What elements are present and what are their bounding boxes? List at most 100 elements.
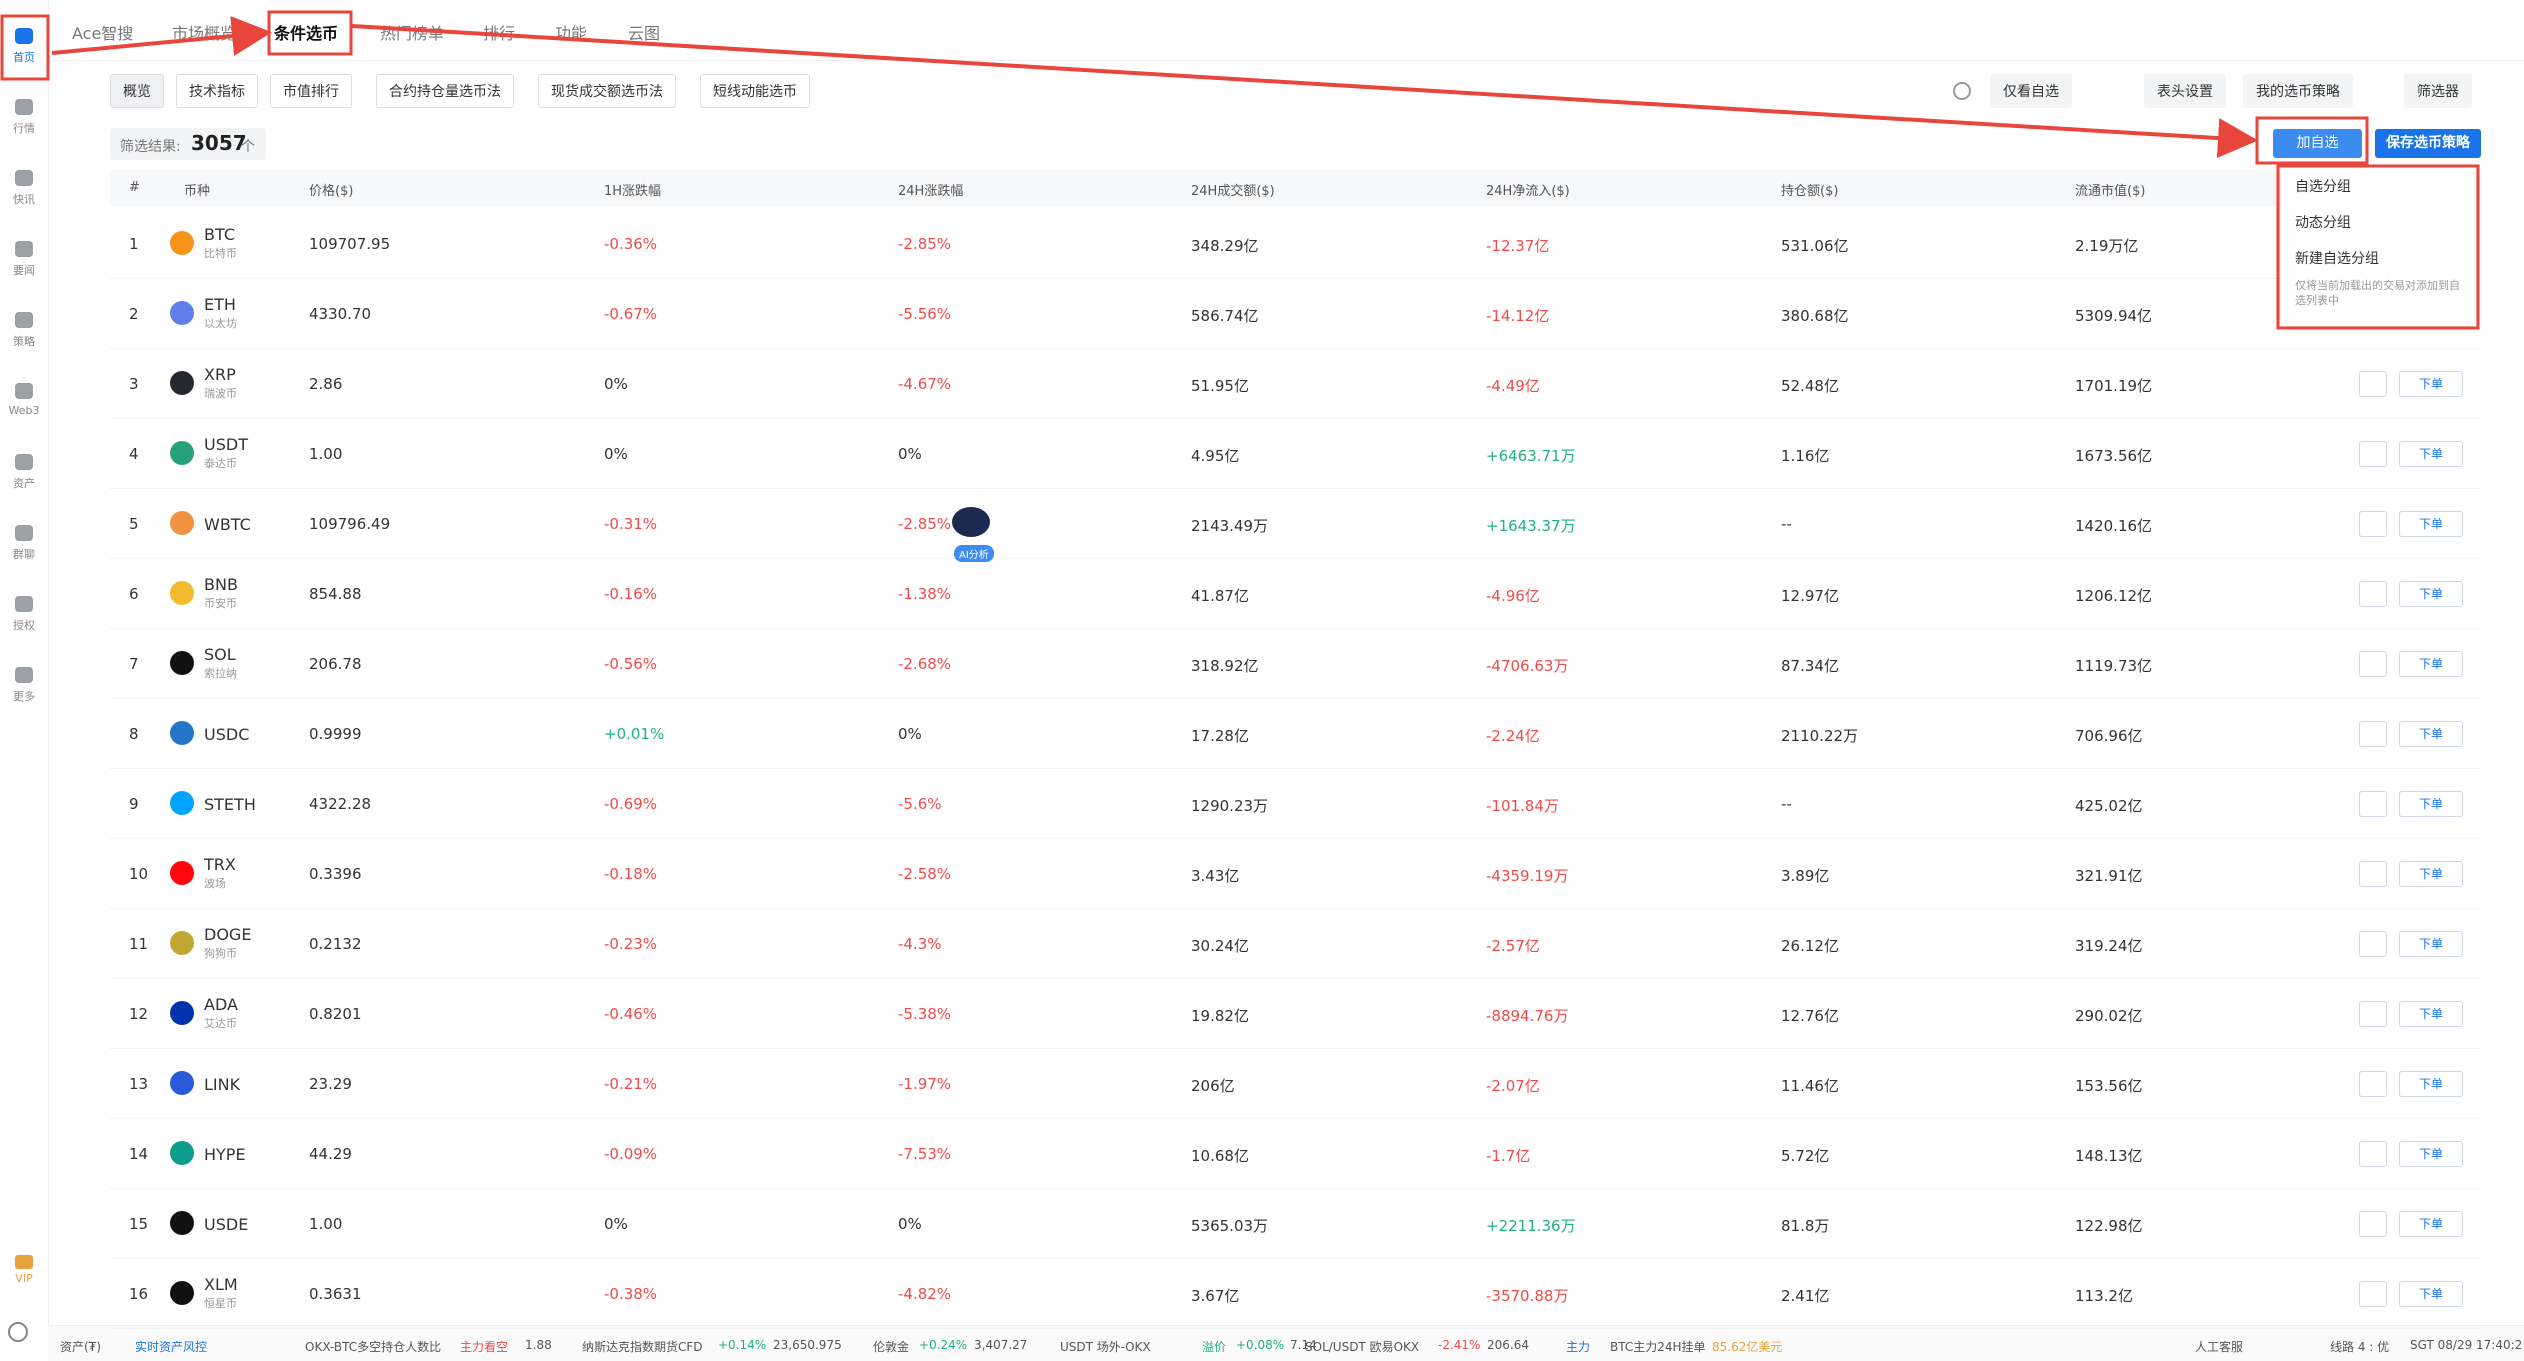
order-button[interactable]: 下单 <box>2399 721 2463 747</box>
coin-symbol[interactable]: HYPE <box>204 1145 246 1164</box>
toolbar-button[interactable]: 合约持仓量选币法 <box>376 74 514 108</box>
chart-button[interactable] <box>2359 511 2387 537</box>
column-header[interactable]: 流通市值($) <box>2075 184 2146 199</box>
order-button[interactable]: 下单 <box>2399 651 2463 677</box>
settings-icon[interactable] <box>8 1322 28 1342</box>
chart-button[interactable] <box>2359 581 2387 607</box>
tab[interactable]: 热门榜单 <box>380 24 445 43</box>
sidebar-icon[interactable] <box>15 241 33 257</box>
dropdown-item[interactable]: 自选分组 <box>2295 179 2351 195</box>
column-header[interactable]: 价格($) <box>309 184 354 199</box>
toolbar-button[interactable]: 概览 <box>110 74 164 108</box>
order-button[interactable]: 下单 <box>2399 861 2463 887</box>
ai-avatar[interactable] <box>952 507 990 537</box>
coin-symbol[interactable]: ETH <box>204 295 236 314</box>
order-button[interactable]: 下单 <box>2399 511 2463 537</box>
order-button[interactable]: 下单 <box>2399 1281 2463 1307</box>
status-item[interactable]: 实时资产风控 <box>135 1340 208 1354</box>
chart-button[interactable] <box>2359 441 2387 467</box>
coin-symbol[interactable]: BNB <box>204 575 238 594</box>
chart-button[interactable] <box>2359 1141 2387 1167</box>
sidebar-icon[interactable] <box>15 667 33 683</box>
coin-symbol[interactable]: WBTC <box>204 515 251 534</box>
coin-symbol[interactable]: LINK <box>204 1075 241 1094</box>
coin-symbol[interactable]: USDT <box>204 435 248 454</box>
toolbar-button[interactable]: 表头设置 <box>2144 74 2226 108</box>
chart-button[interactable] <box>2359 721 2387 747</box>
order-button[interactable]: 下单 <box>2399 1141 2463 1167</box>
order-button[interactable]: 下单 <box>2399 1211 2463 1237</box>
chart-button[interactable] <box>2359 1281 2387 1307</box>
chart-button[interactable] <box>2359 791 2387 817</box>
sidebar-label[interactable]: 更多 <box>13 690 35 703</box>
coin-symbol[interactable]: DOGE <box>204 925 252 944</box>
column-header[interactable]: 币种 <box>184 184 211 199</box>
column-header[interactable]: 24H成交额($) <box>1191 184 1275 199</box>
sidebar-label[interactable]: Web3 <box>8 404 40 417</box>
column-header[interactable]: # <box>129 180 140 195</box>
tab[interactable]: 功能 <box>555 24 588 43</box>
toolbar-button[interactable]: 我的选币策略 <box>2243 74 2353 108</box>
sidebar-icon[interactable] <box>15 312 33 328</box>
order-button[interactable]: 下单 <box>2399 931 2463 957</box>
chart-button[interactable] <box>2359 861 2387 887</box>
sidebar-label[interactable]: 授权 <box>13 619 35 632</box>
coin-symbol[interactable]: USDC <box>204 725 250 744</box>
sidebar-icon[interactable] <box>15 596 33 612</box>
sidebar-label[interactable]: 快讯 <box>13 193 35 206</box>
sidebar-icon[interactable] <box>15 28 33 44</box>
tab[interactable]: 市场概览 <box>172 24 237 43</box>
column-header[interactable]: 24H涨跌幅 <box>898 184 964 199</box>
order-button[interactable]: 下单 <box>2399 1071 2463 1097</box>
coin-symbol[interactable]: XRP <box>204 365 236 384</box>
column-header[interactable]: 持仓额($) <box>1781 184 1839 199</box>
add-watchlist-button[interactable]: 加自选 <box>2273 129 2362 158</box>
sidebar-icon[interactable] <box>15 454 33 470</box>
coin-symbol[interactable]: ADA <box>204 995 238 1014</box>
sidebar-label[interactable]: 要闻 <box>13 264 35 277</box>
tab[interactable]: Ace智搜 <box>72 24 134 43</box>
status-item[interactable]: 人工客服 <box>2195 1340 2244 1354</box>
order-button[interactable]: 下单 <box>2399 371 2463 397</box>
chart-button[interactable] <box>2359 371 2387 397</box>
toolbar-button[interactable]: 筛选器 <box>2404 74 2472 108</box>
chart-button[interactable] <box>2359 1071 2387 1097</box>
sidebar-label[interactable]: 首页 <box>13 51 35 64</box>
order-button[interactable]: 下单 <box>2399 581 2463 607</box>
sidebar-label[interactable]: 行情 <box>13 122 35 135</box>
sidebar-icon[interactable] <box>15 383 33 399</box>
toolbar-button[interactable]: 市值排行 <box>270 74 352 108</box>
chart-button[interactable] <box>2359 651 2387 677</box>
toolbar-button[interactable]: 技术指标 <box>176 74 258 108</box>
sidebar-icon[interactable] <box>15 170 33 186</box>
toolbar-button[interactable]: 短线动能选币 <box>700 74 810 108</box>
column-header[interactable]: 1H涨跌幅 <box>604 184 662 199</box>
order-button[interactable]: 下单 <box>2399 1001 2463 1027</box>
sidebar-label[interactable]: 群聊 <box>13 548 35 561</box>
sidebar-icon[interactable] <box>15 99 33 115</box>
toolbar-button[interactable]: 现货成交额选币法 <box>538 74 676 108</box>
coin-symbol[interactable]: TRX <box>204 855 236 874</box>
coin-symbol[interactable]: XLM <box>204 1275 238 1294</box>
vip-label[interactable]: VIP <box>15 1272 33 1285</box>
column-header[interactable]: 24H净流入($) <box>1486 184 1570 199</box>
order-button[interactable]: 下单 <box>2399 441 2463 467</box>
sidebar-icon[interactable] <box>15 525 33 541</box>
tab[interactable]: 条件选币 <box>274 24 339 43</box>
tab[interactable]: 排行 <box>483 24 516 43</box>
dropdown-item[interactable]: 动态分组 <box>2295 215 2351 231</box>
tab[interactable]: 云图 <box>628 24 661 43</box>
coin-symbol[interactable]: STETH <box>204 795 256 814</box>
coin-symbol[interactable]: SOL <box>204 645 236 664</box>
coin-symbol[interactable]: USDE <box>204 1215 249 1234</box>
chart-button[interactable] <box>2359 1211 2387 1237</box>
toolbar-button[interactable]: 仅看自选 <box>1990 74 2072 108</box>
vip-icon[interactable] <box>15 1255 33 1269</box>
dropdown-item[interactable]: 新建自选分组 <box>2295 251 2379 267</box>
save-strategy-button[interactable]: 保存选币策略 <box>2375 129 2481 158</box>
sidebar-label[interactable]: 资产 <box>13 477 35 490</box>
chart-button[interactable] <box>2359 1001 2387 1027</box>
sidebar-label[interactable]: 策略 <box>13 335 35 348</box>
ai-label[interactable]: AI分析 <box>954 545 994 562</box>
chart-button[interactable] <box>2359 931 2387 957</box>
